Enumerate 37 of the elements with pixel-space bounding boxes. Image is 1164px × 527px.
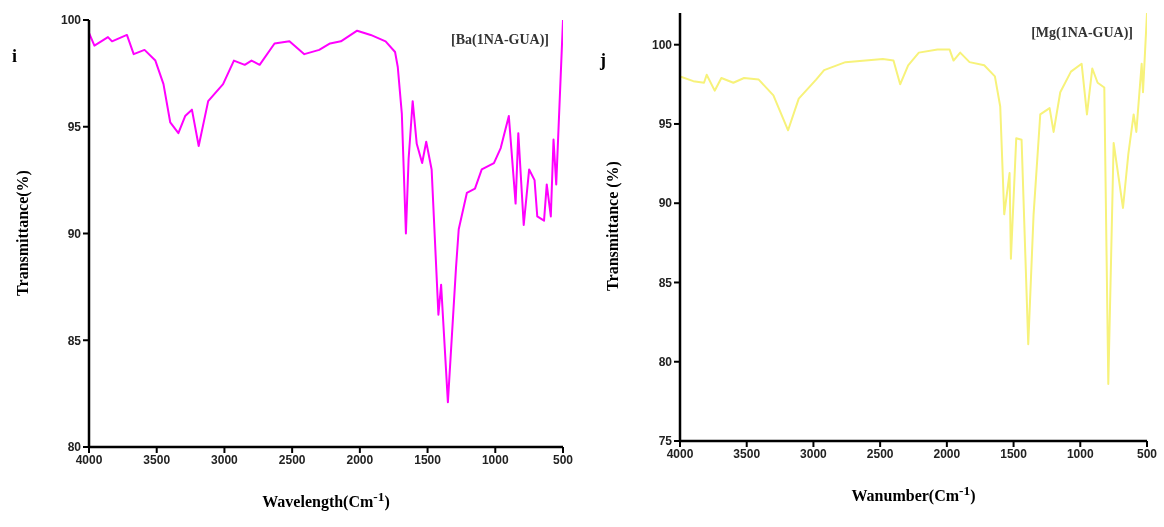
line-series [89, 20, 563, 404]
x-tick-label: 3500 [733, 446, 761, 461]
x-tick-label: 4000 [75, 452, 103, 467]
y-tick-label: 75 [658, 434, 673, 449]
x-tick-label: 3500 [143, 452, 171, 467]
y-tick-label: 80 [67, 440, 82, 455]
x-tick-label: 1000 [481, 452, 509, 467]
x-axis-title: Wanumber(Cm$^{-1}$) [850, 483, 977, 506]
y-tick-label: 90 [67, 226, 82, 241]
x-axis-title: Wavelength(Cm$^{-1}$) [261, 489, 391, 512]
y-axis-title: Transmittance (%) [604, 161, 621, 291]
y-tick-label: 95 [658, 117, 673, 132]
y-tick-label: 90 [658, 196, 673, 211]
y-axis-title: Transmittance(%) [13, 169, 30, 296]
annotation: [Ba(1NA-GUA)] [451, 32, 549, 48]
x-tick-label: 2500 [866, 446, 894, 461]
x-tick-label: 2000 [346, 452, 374, 467]
y-tick-label: 80 [658, 355, 673, 369]
x-tick-label: 1000 [1066, 446, 1094, 461]
x-tick-label: 1500 [414, 452, 442, 467]
y-tick-label: 100 [60, 13, 82, 28]
line-series [680, 13, 1147, 385]
x-tick-label: 4000 [666, 446, 694, 461]
text: j [600, 50, 606, 71]
x-tick-label: 500 [552, 452, 574, 467]
x-tick-label: 1500 [1000, 446, 1028, 461]
y-tick-label: 100 [651, 37, 673, 52]
text: i [12, 46, 18, 67]
x-tick-label: 500 [1136, 446, 1158, 461]
y-tick-label: 95 [67, 120, 82, 135]
x-tick-label: 3000 [800, 446, 828, 461]
x-tick-label: 2000 [933, 446, 961, 461]
annotation: [Mg(1NA-GUA)] [1031, 25, 1133, 41]
x-tick-label: 2500 [278, 452, 306, 467]
y-tick-label: 85 [658, 275, 673, 290]
x-tick-label: 3000 [211, 452, 239, 467]
y-tick-label: 85 [67, 333, 82, 348]
